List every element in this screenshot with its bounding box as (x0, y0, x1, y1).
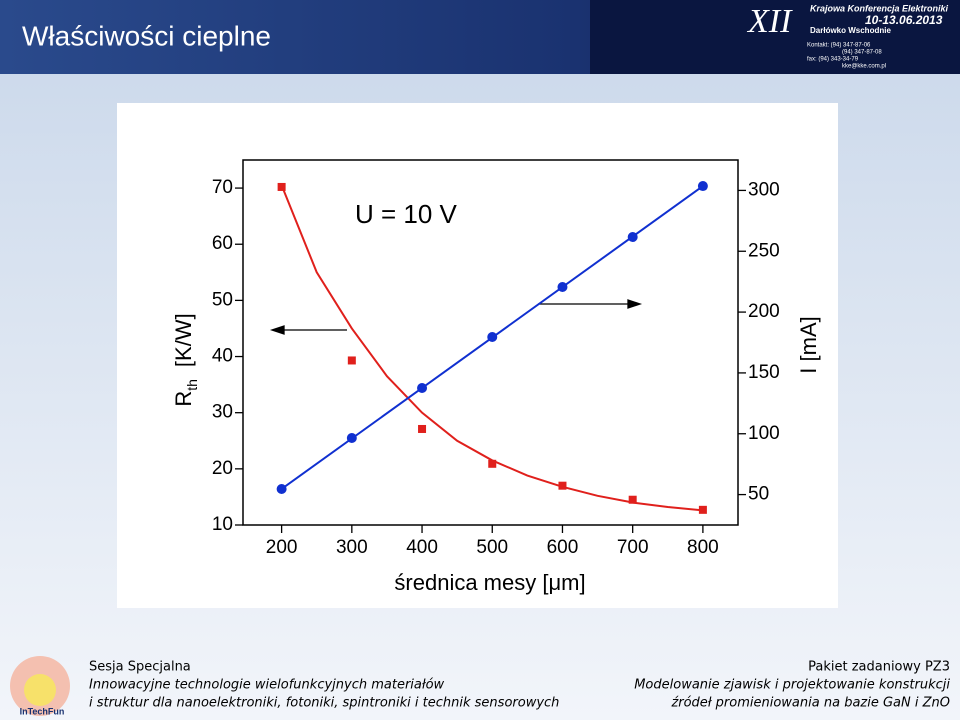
logo-contact: Kontakt: (94) 347-87-06 (807, 43, 871, 49)
x-tick-label: 200 (266, 537, 298, 558)
y2-tick-label: 150 (748, 362, 780, 383)
y-tick-label: 20 (212, 458, 233, 479)
logo-name: Krajowa Konferencja Elektroniki (810, 3, 949, 13)
x-tick-label: 400 (406, 537, 438, 558)
y2-axis-label: I [mA] (796, 316, 821, 373)
point (277, 182, 286, 191)
y-label-main: R (171, 391, 196, 407)
y-axis-label: Rth [K/W] (171, 313, 200, 406)
y2-tick-label: 200 (748, 301, 780, 322)
y-tick-label: 10 (212, 514, 233, 535)
point (557, 282, 568, 293)
plot-frame (242, 159, 739, 526)
y-label-unit: [K/W] (171, 313, 196, 367)
footer-left: i struktur dla nanoelektroniki, fotoniki… (89, 696, 559, 711)
logo-contact: (94) 347-87-08 (842, 50, 882, 56)
x-tick-label: 800 (687, 537, 719, 558)
y-tick-label: 50 (212, 289, 233, 310)
x-tick-label: 500 (476, 537, 508, 558)
y-tick-label: 70 (212, 177, 233, 198)
point (558, 481, 567, 490)
arrow-head (269, 325, 285, 335)
point (488, 459, 497, 468)
point (697, 181, 708, 192)
annotation: U = 10 V (355, 199, 458, 229)
arrow-head (627, 299, 643, 309)
footer: InTechFun Sesja Specjalna Innowacyjne te… (10, 656, 950, 716)
logo-dates: 10-13.06.2013 (865, 13, 943, 27)
footer-right: Modelowanie zjawisk i projektowanie kons… (634, 678, 950, 693)
y-tick-label: 60 (212, 233, 233, 254)
logo-place: Darłówko Wschodnie (810, 26, 891, 35)
footer-right: Pakiet zadaniowy PZ3 (808, 660, 950, 675)
point (628, 495, 637, 504)
x-tick-label: 700 (617, 537, 649, 558)
y2-tick-label: 250 (748, 240, 780, 261)
y2-tick-label: 100 (748, 423, 780, 444)
point (487, 332, 498, 343)
y2-tick-label: 50 (748, 484, 769, 505)
logo-contact: kke@kke.com.pl (842, 64, 886, 70)
slide-title: Właściwości cieplne (22, 20, 271, 51)
footer-left: Innowacyjne technologie wielofunkcyjnych… (89, 678, 445, 693)
y2-tick-label: 300 (748, 179, 780, 200)
logo-contact: fax: (94) 343-34-79 (807, 57, 859, 63)
footer-right: źródeł promieniowania na bazie GaN i ZnO (670, 696, 950, 711)
footer-logo: InTechFun (20, 706, 65, 716)
footer-left: Sesja Specjalna (89, 660, 191, 675)
point (276, 483, 287, 494)
point (346, 433, 357, 444)
point (347, 356, 356, 365)
logo-bg (590, 0, 960, 74)
logo-numeral: XII (746, 3, 793, 40)
y-tick-label: 30 (212, 402, 233, 423)
footer-logo-mark (24, 674, 56, 706)
x-tick-label: 600 (547, 537, 579, 558)
conference-logo: XII Krajowa Konferencja Elektroniki 10-1… (590, 0, 960, 74)
x-axis-label: średnica mesy [μm] (394, 570, 585, 595)
point (417, 383, 428, 394)
point (627, 232, 638, 243)
chart-panel (117, 103, 838, 608)
point (418, 424, 427, 433)
y-label-sub: th (184, 379, 200, 391)
point (698, 505, 707, 514)
arrows (269, 299, 643, 335)
x-tick-label: 300 (336, 537, 368, 558)
y-tick-label: 40 (212, 346, 233, 367)
